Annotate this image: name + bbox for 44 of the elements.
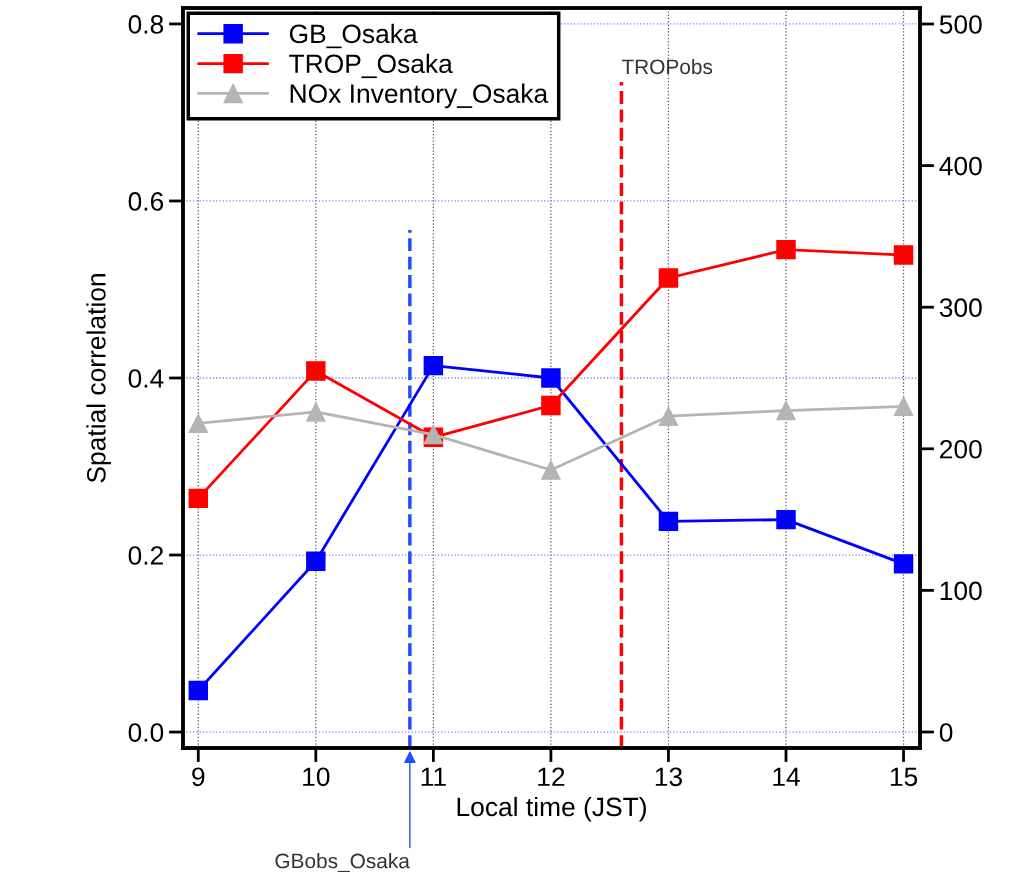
ref-line-label: TROPobs xyxy=(621,58,713,75)
legend-label: GB_Osaka xyxy=(289,23,418,49)
point xyxy=(893,396,914,417)
point xyxy=(306,361,326,381)
y-tick-label: 0.8 xyxy=(128,15,164,34)
point xyxy=(541,460,561,480)
y2-tick-label: 400 xyxy=(939,156,982,176)
y-tick-label: 0.6 xyxy=(128,192,164,211)
legend-label: TROP_Osaka xyxy=(289,53,453,79)
y-tick-label: 0.4 xyxy=(128,369,164,388)
x-tick-label: 15 xyxy=(890,767,918,787)
point xyxy=(188,488,209,509)
x-tick-label: 13 xyxy=(655,767,682,787)
point xyxy=(893,245,914,265)
y-axis-title: Spatial correlation xyxy=(86,274,111,483)
ref-line-label: GBobs_Osaka xyxy=(275,852,410,872)
legend-label: NOx Inventory_Osaka xyxy=(290,83,549,109)
point xyxy=(541,395,561,416)
point xyxy=(658,268,679,288)
y2-tick-label: 100 xyxy=(940,581,982,601)
point xyxy=(306,402,326,422)
x-tick-label: 10 xyxy=(303,767,330,787)
point xyxy=(776,509,796,530)
point xyxy=(541,368,561,388)
point xyxy=(776,239,796,260)
point xyxy=(423,355,444,376)
point xyxy=(658,406,679,426)
y2-tick-label: 0 xyxy=(939,723,953,742)
y2-tick-label: 300 xyxy=(939,298,982,318)
x-tick-label: 11 xyxy=(421,767,446,786)
x-tick-label: 12 xyxy=(538,767,565,786)
x-tick-label: 9 xyxy=(192,767,205,787)
point xyxy=(306,551,326,571)
point xyxy=(658,511,679,532)
point xyxy=(893,554,914,574)
y-tick-label: 0.0 xyxy=(128,723,164,742)
y2-tick-label: 200 xyxy=(940,439,982,459)
y2-tick-label: 500 xyxy=(939,15,982,34)
x-tick-label: 14 xyxy=(773,767,800,786)
point xyxy=(776,400,796,421)
y-tick-label: 0.2 xyxy=(128,546,163,565)
point xyxy=(188,413,209,434)
x-axis-title: Local time (JST) xyxy=(457,796,646,822)
point xyxy=(188,680,209,701)
